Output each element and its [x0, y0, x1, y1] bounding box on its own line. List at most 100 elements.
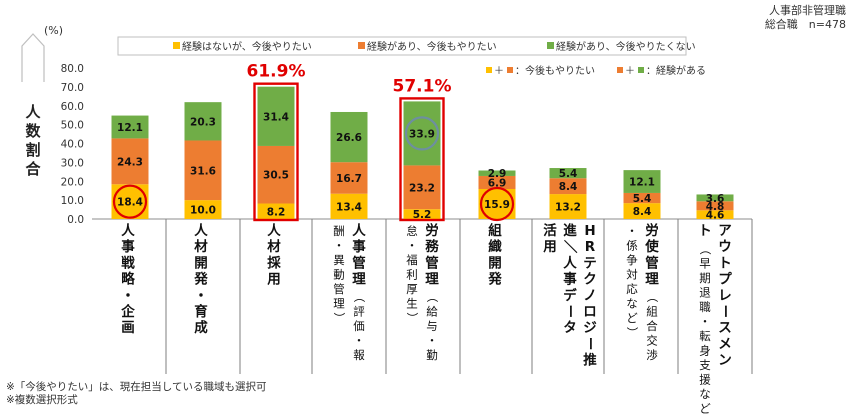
- y-tick-label: 80.0: [61, 63, 84, 75]
- bar-segment: [623, 203, 661, 219]
- category-label-char: 職: [699, 300, 711, 314]
- data-label: 15.9: [484, 199, 510, 211]
- legend-label: 経験があり、今後やりたくない: [556, 40, 696, 53]
- data-label: 31.4: [263, 111, 289, 123]
- category-label-char: メ: [718, 336, 732, 352]
- data-label: 20.3: [190, 116, 216, 128]
- data-label: 5.4: [633, 193, 652, 205]
- legend-swatch: [547, 42, 554, 49]
- category-label-char: 進: [563, 223, 577, 239]
- category-label-char: 与: [426, 319, 438, 333]
- category-label-char: 人: [121, 223, 135, 239]
- category-label-char: 戦: [121, 254, 135, 271]
- data-label: 24.3: [117, 156, 143, 168]
- category-label-char: プ: [718, 272, 732, 288]
- y-unit-label: (%): [44, 24, 63, 37]
- category-label-char: 材: [267, 238, 281, 255]
- category-label-char: ）: [625, 327, 639, 339]
- category-label-char: H: [584, 223, 595, 239]
- data-label: 6.9: [488, 177, 507, 189]
- highlight-circle: [479, 186, 515, 222]
- category-label-char: 織: [488, 238, 502, 255]
- bar-segment: [549, 178, 587, 195]
- annotation-total: 57.1%: [393, 76, 452, 96]
- y-tick-label: 60.0: [61, 101, 84, 113]
- category-label-char: な: [699, 387, 711, 401]
- category-label-char: 組: [488, 222, 502, 239]
- bar-segment: [696, 194, 734, 202]
- sample-header: 人事部非管理職 総合職 n=478: [765, 4, 846, 32]
- category-label-char: ジ: [583, 320, 597, 336]
- bar-segment: [184, 102, 222, 141]
- category-label-char: 企: [120, 303, 135, 320]
- data-label: 13.2: [555, 202, 581, 214]
- category-label-char: 対: [626, 268, 638, 282]
- category-label-char: 評: [353, 304, 365, 318]
- category-label-char: 労: [425, 222, 439, 239]
- y-axis-label-char: 人: [25, 103, 41, 121]
- category-label-char: ／: [561, 240, 577, 254]
- data-label: 8.4: [633, 206, 652, 218]
- category-label-char: 理: [333, 297, 345, 311]
- data-label: 4.8: [706, 201, 725, 213]
- category-label-char: 利: [406, 268, 418, 282]
- category-label-char: 務: [425, 238, 439, 255]
- y-tick-label: 70.0: [61, 82, 84, 94]
- category-label-char: （: [698, 243, 712, 255]
- category-label-char: 用: [543, 239, 557, 255]
- category-label-char: 略: [121, 271, 135, 288]
- category-label-char: R: [585, 239, 596, 255]
- category-label-char: 発: [487, 271, 502, 288]
- category-label-char: 人: [352, 223, 366, 239]
- bar-segment: [111, 115, 149, 139]
- note-1: ※「今後やりたい」は、現在担当している職域も選択可: [6, 381, 267, 393]
- bar-segment: [623, 192, 661, 204]
- category-label-char: デ: [563, 287, 577, 304]
- legend2-swatch-orange: [507, 67, 513, 73]
- bar-segment: [478, 170, 516, 176]
- bar-segment: [478, 175, 516, 189]
- legend-label: 経験があり、今後もやりたい: [367, 40, 497, 53]
- legend2-label-future: ：今後もやりたい: [515, 64, 595, 77]
- bar-segment: [184, 140, 222, 201]
- category-label-char: ・: [699, 315, 711, 329]
- category-label-char: ー: [561, 305, 577, 319]
- bar-segment: [257, 203, 295, 219]
- category-label-char: 援: [699, 373, 711, 387]
- category-label-char: ロ: [583, 304, 597, 320]
- category-label-char: タ: [563, 320, 577, 336]
- data-label: 12.1: [629, 177, 655, 189]
- category-label-char: 人: [563, 255, 577, 271]
- bar-segment: [111, 138, 149, 185]
- category-label-char: 理: [425, 272, 439, 288]
- category-label-char: 事: [563, 271, 577, 288]
- category-label-char: 争: [626, 253, 638, 267]
- category-label-char: 支: [699, 358, 711, 372]
- category-label-char: 交: [646, 333, 658, 347]
- category-label-char: ・: [333, 239, 345, 253]
- category-label-char: 発: [193, 271, 208, 288]
- bar-segment: [330, 111, 368, 163]
- category-label-char: 事: [121, 238, 135, 255]
- highlight-circle: [404, 116, 440, 151]
- category-label-char: ノ: [583, 288, 597, 304]
- category-label-char: ー: [716, 305, 732, 319]
- category-label-char: ス: [718, 320, 732, 336]
- category-label-char: テ: [583, 255, 597, 271]
- bar-segment: [257, 86, 295, 146]
- category-label-char: ン: [718, 353, 732, 369]
- data-label: 30.5: [263, 170, 289, 182]
- category-label-char: 理: [352, 272, 366, 288]
- category-label-char: 人: [267, 223, 281, 239]
- category-label-char: 育: [194, 303, 208, 320]
- category-label-char: ウ: [718, 239, 732, 255]
- category-label-char: 開: [194, 255, 208, 271]
- category-label-char: 報: [353, 348, 365, 362]
- category-label-char: 労: [645, 222, 659, 239]
- category-label-char: 管: [425, 254, 439, 271]
- bar-segment: [403, 209, 441, 219]
- data-label: 18.4: [117, 197, 143, 209]
- y-axis-label-char: 合: [24, 160, 41, 178]
